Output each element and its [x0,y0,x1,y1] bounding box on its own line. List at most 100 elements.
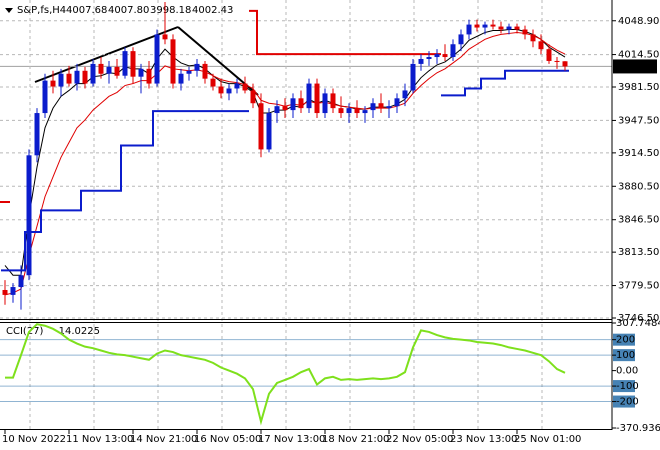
y-tick-label: 3981.50 [618,82,659,93]
candle-body [530,34,536,42]
y-tick-label: 3914.50 [618,148,659,159]
indicator-line [249,9,441,56]
candle-body [330,93,336,109]
candle-body [378,103,384,109]
cci-value: -14.0225 [55,326,100,337]
candle-body [98,63,104,74]
ohlc-open: 4007.68 [66,5,107,16]
candle-body [466,24,472,35]
candle-body [450,44,456,58]
candle-body [122,51,128,76]
candle-body [298,98,304,109]
x-tick-label: 14 Nov 21:00 [130,434,197,445]
candle-body [546,49,552,61]
x-tick-label: 11 Nov 13:00 [66,434,133,445]
candle-body [234,83,240,89]
candle-body [2,289,8,295]
trend-line [34,26,179,83]
header-marker [5,8,13,13]
candle-body [114,66,120,76]
candle-body [258,103,264,150]
candle-body [18,275,24,288]
y-tick-label: 3846.50 [618,215,659,226]
price-box-label: 4002.43 [616,61,657,72]
y-tick-label: -200 [616,397,639,408]
candle-body [82,70,88,84]
candle-body [410,63,416,91]
price-box [613,59,657,74]
x-tick-label: 22 Nov 05:00 [386,434,453,445]
level-label-bg [613,349,635,362]
candle-body [66,73,72,84]
candle-body [474,24,480,28]
candle-body [338,108,344,114]
candle-body [106,66,112,74]
candle-body [170,39,176,84]
candle-body [402,90,408,99]
candle-body [90,63,96,84]
y-tick-label: 3947.50 [618,115,659,126]
y-tick-label: 0.00 [616,366,638,377]
candle-body [74,70,80,84]
candle-body [218,86,224,94]
candle-body [538,41,544,50]
x-tick-label: 17 Nov 13:00 [258,434,325,445]
level-label-bg [613,395,635,408]
x-tick-label: 25 Nov 01:00 [514,434,581,445]
ohlc-high: 4007.80 [108,5,149,16]
ohlc-low: 3998.18 [150,5,191,16]
y-tick-label: 100 [616,350,635,361]
candle-body [346,108,352,114]
candle-body [426,57,432,59]
level-label-bg [613,380,635,393]
cci-title: CCI(27) [6,326,44,337]
x-tick-label: 16 Nov 05:00 [194,434,261,445]
y-tick-label: 4014.50 [618,50,659,61]
candle-body [50,80,56,87]
y-tick-label: 200 [616,335,635,346]
candle-body [434,54,440,58]
candle-body [314,83,320,114]
candle-body [34,113,40,156]
candle-body [290,98,296,111]
candle-body [386,106,392,109]
candle-body [186,70,192,74]
candle-body [522,29,528,35]
x-tick-label: 10 Nov 2022 [2,434,66,445]
x-tick-label: 18 Nov 21:00 [322,434,389,445]
candle-body [306,83,312,109]
candle-body [178,73,184,84]
candle-body [210,78,216,87]
candle-body [506,26,512,30]
candle-body [354,108,360,114]
candle-body [154,34,160,84]
candle-body [322,93,328,114]
cci-line [5,323,566,426]
candle-body [482,24,488,28]
candle-body [162,34,168,40]
candle-body [370,103,376,111]
candle-body [242,83,248,91]
y-tick-label: 4048.90 [618,16,659,27]
candle-body [442,54,448,58]
candle-body [362,110,368,114]
candle-body [226,88,232,94]
y-tick-label: 3746.50 [618,313,659,324]
candle-body [282,106,288,111]
y-tick-label: 3880.50 [618,181,659,192]
x-tick-label: 23 Nov 13:00 [450,434,517,445]
candle-body [458,34,464,45]
ohlc-close: 4002.43 [192,5,233,16]
indicator-line [1,69,569,272]
candle-body [58,73,64,87]
candle-body [394,98,400,107]
candle-body [490,24,496,27]
candle-body [130,51,136,77]
candle-body [498,26,504,30]
candle-body [42,80,48,114]
candle-body [202,63,208,79]
candle-body [194,63,200,71]
